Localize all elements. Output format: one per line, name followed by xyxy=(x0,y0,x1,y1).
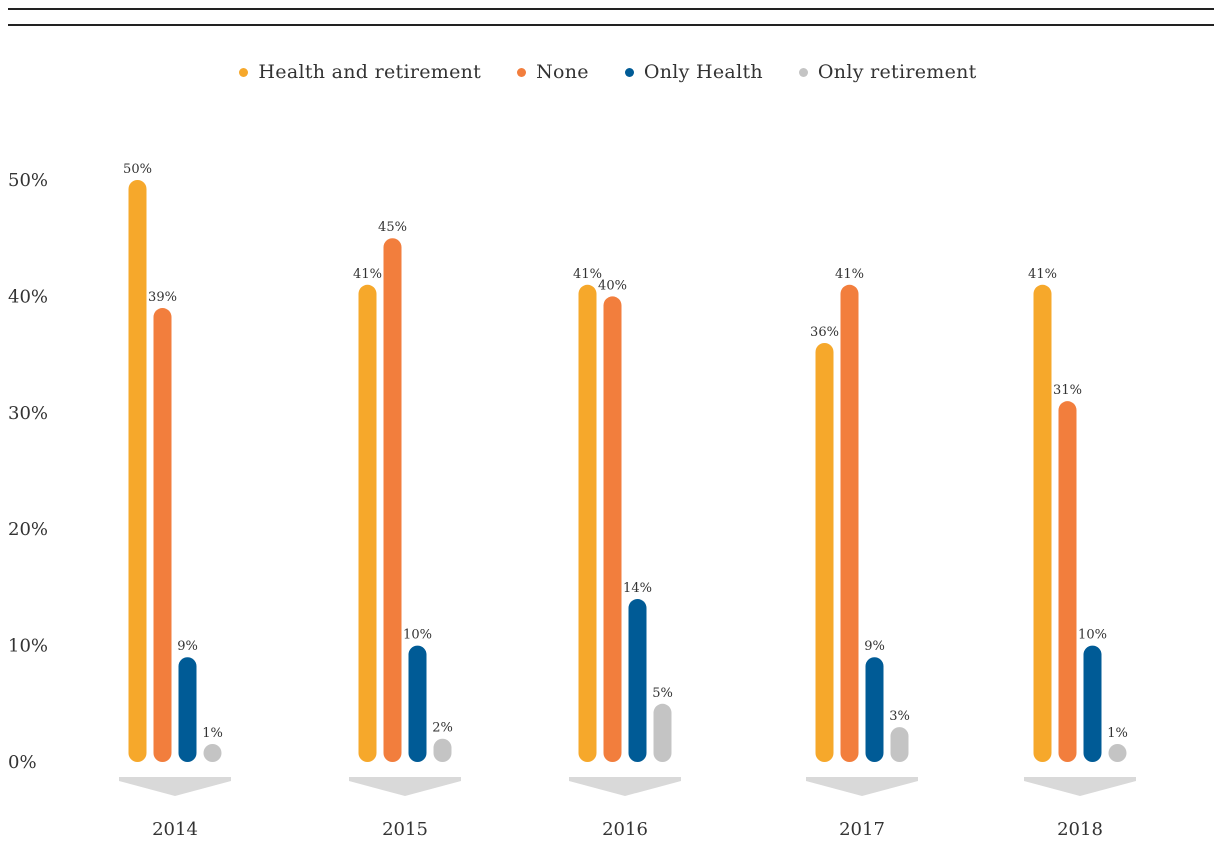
y-tick-label: 20% xyxy=(8,519,48,540)
data-label: 5% xyxy=(652,686,673,701)
chart-legend: Health and retirement None Only Health O… xyxy=(0,58,1216,86)
data-label: 10% xyxy=(1078,628,1107,643)
legend-dot-icon xyxy=(517,67,527,77)
category-pointer xyxy=(349,777,461,796)
legend-item-health-and-retirement: Health and retirement xyxy=(239,61,481,83)
legend-dot-icon xyxy=(239,67,249,77)
legend-dot-icon xyxy=(798,67,808,77)
data-label: 50% xyxy=(123,162,152,177)
top-rule-lower xyxy=(8,24,1214,26)
legend-dot-icon xyxy=(624,67,634,77)
legend-label: None xyxy=(536,61,589,83)
data-label: 10% xyxy=(403,628,432,643)
category-pointer xyxy=(806,777,918,796)
data-label: 45% xyxy=(378,220,407,235)
data-label: 41% xyxy=(573,267,602,282)
top-rule xyxy=(8,8,1214,10)
bar xyxy=(383,238,402,762)
data-label: 41% xyxy=(1028,267,1057,282)
x-tick-label: 2014 xyxy=(152,819,198,840)
bar xyxy=(815,342,834,762)
y-tick-label: 0% xyxy=(8,752,37,773)
data-label: 14% xyxy=(623,581,652,596)
category-pointer xyxy=(119,777,231,796)
bar xyxy=(408,645,427,762)
bar xyxy=(840,284,859,762)
y-tick-label: 40% xyxy=(8,286,48,307)
bar xyxy=(865,657,884,762)
bar xyxy=(203,744,222,762)
data-label: 40% xyxy=(598,278,627,293)
x-tick-label: 2015 xyxy=(382,819,428,840)
x-tick-label: 2018 xyxy=(1057,819,1103,840)
y-axis: 0% 10% 20% 30% 40% 50% xyxy=(8,170,48,773)
bar xyxy=(890,727,909,762)
data-label: 1% xyxy=(1107,726,1128,741)
legend-item-only-health: Only Health xyxy=(624,61,763,83)
legend-label: Only retirement xyxy=(817,61,977,83)
bars xyxy=(128,180,1127,762)
bar xyxy=(433,738,452,762)
legend-label: Only Health xyxy=(643,61,763,83)
data-label: 1% xyxy=(202,726,223,741)
bar xyxy=(358,284,377,762)
x-tick-label: 2017 xyxy=(839,819,885,840)
bar xyxy=(128,180,147,762)
data-label: 39% xyxy=(148,290,177,305)
data-label: 2% xyxy=(432,721,453,736)
legend-item-only-retirement: Only retirement xyxy=(798,61,977,83)
bar xyxy=(153,308,172,762)
data-labels: 50%39%9%1%41%45%10%2%41%40%14%5%36%41%9%… xyxy=(123,162,1128,741)
category-pointer xyxy=(569,777,681,796)
y-tick-label: 50% xyxy=(8,170,48,191)
data-label: 41% xyxy=(835,267,864,282)
y-tick-label: 30% xyxy=(8,403,48,424)
category-pointers xyxy=(119,777,1136,796)
bar xyxy=(603,296,622,762)
bar xyxy=(628,599,647,762)
bar xyxy=(653,703,672,762)
legend-label: Health and retirement xyxy=(258,61,482,83)
bar xyxy=(1108,744,1127,762)
data-label: 36% xyxy=(810,325,839,340)
data-label: 31% xyxy=(1053,383,1082,398)
data-label: 9% xyxy=(864,639,885,654)
bar xyxy=(1083,645,1102,762)
bar xyxy=(1058,401,1077,762)
data-label: 3% xyxy=(889,709,910,724)
y-tick-label: 10% xyxy=(8,636,48,657)
x-axis: 2014 2015 2016 2017 2018 xyxy=(152,819,1103,840)
x-tick-label: 2016 xyxy=(602,819,648,840)
data-label: 9% xyxy=(177,639,198,654)
bar xyxy=(1033,284,1052,762)
legend-item-none: None xyxy=(517,61,589,83)
bar xyxy=(178,657,197,762)
category-pointer xyxy=(1024,777,1136,796)
data-label: 41% xyxy=(353,267,382,282)
bar xyxy=(578,284,597,762)
